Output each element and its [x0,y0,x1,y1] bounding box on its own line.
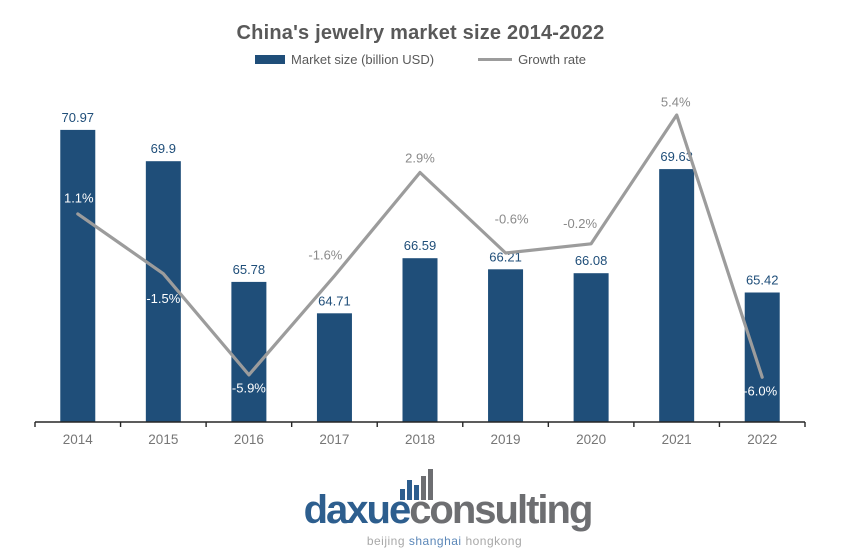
logo-tagline-beijing: beijing [366,534,406,548]
x-tick-label-2019: 2019 [491,432,521,447]
logo-tagline-shanghai: shanghai [408,534,462,548]
logo-wordmark: daxueconsulting [303,487,594,533]
bar-value-label-2021: 69.63 [660,149,693,164]
growth-rate-label-2021: 5.4% [661,94,691,109]
bar-value-label-2017: 64.71 [318,293,351,308]
bar-2016 [231,281,267,422]
legend-item-market-size: Market size (billion USD) [255,52,434,67]
x-tick-label-2014: 2014 [63,432,94,447]
bar-2015 [145,161,181,422]
legend-growth-rate-label: Growth rate [518,52,586,67]
logo-brand-secondary: consulting [409,488,593,532]
x-tick-label-2020: 2020 [576,432,606,447]
legend-item-growth-rate: Growth rate [478,52,586,67]
bar-value-label-2016: 65.78 [233,262,266,277]
logo-tagline: beijing shanghai hongkong [367,534,522,548]
x-tick-label-2018: 2018 [405,432,435,447]
daxue-consulting-logo: daxueconsulting beijing shanghai hongkon… [27,468,841,548]
chart-legend: Market size (billion USD) Growth rate [0,52,841,67]
bar-value-label-2015: 69.9 [151,141,176,156]
logo-bar-1 [400,489,405,500]
logo-bar-5 [428,469,433,500]
logo-bar-3 [414,485,419,500]
legend-line-swatch-icon [478,58,513,61]
growth-rate-label-2019: -0.6% [495,211,529,226]
x-tick-label-2022: 2022 [747,432,777,447]
bar-value-label-2014: 70.97 [62,110,95,125]
x-tick-label-2017: 2017 [319,432,349,447]
growth-rate-label-2022: -6.0% [743,384,777,399]
chart-title: China's jewelry market size 2014-2022 [236,22,605,44]
growth-rate-label-2017: -1.6% [308,247,342,262]
logo-bar-4 [421,476,426,500]
bar-2017 [316,313,352,422]
growth-rate-label-2014: 1.1% [64,190,94,205]
bar-2014 [60,129,96,422]
bar-chart-logo-icon [400,468,433,500]
logo-brand-primary: daxue [303,488,412,532]
bar-2021 [659,169,695,422]
x-tick-label-2016: 2016 [234,432,264,447]
bar-2018 [402,258,438,422]
bar-2022 [744,292,780,422]
logo-bar-2 [407,480,412,500]
x-tick-label-2021: 2021 [662,432,692,447]
growth-rate-line [76,113,764,379]
legend-bar-swatch-icon [255,55,286,64]
growth-rate-label-2018: 2.9% [405,150,435,165]
growth-rate-label-2016: -5.9% [232,380,266,395]
growth-rate-label-2020: -0.2% [563,216,597,231]
bar-2019 [488,269,524,422]
growth-rate-label-2015: -1.5% [146,291,180,306]
x-tick-label-2015: 2015 [148,432,178,447]
logo-tagline-hongkong: hongkong [465,534,523,548]
legend-market-size-label: Market size (billion USD) [291,52,435,67]
bar-value-label-2022: 65.42 [746,273,779,288]
bar-value-label-2020: 66.08 [575,253,608,268]
bar-2020 [573,273,609,422]
bar-value-label-2018: 66.59 [404,238,437,253]
